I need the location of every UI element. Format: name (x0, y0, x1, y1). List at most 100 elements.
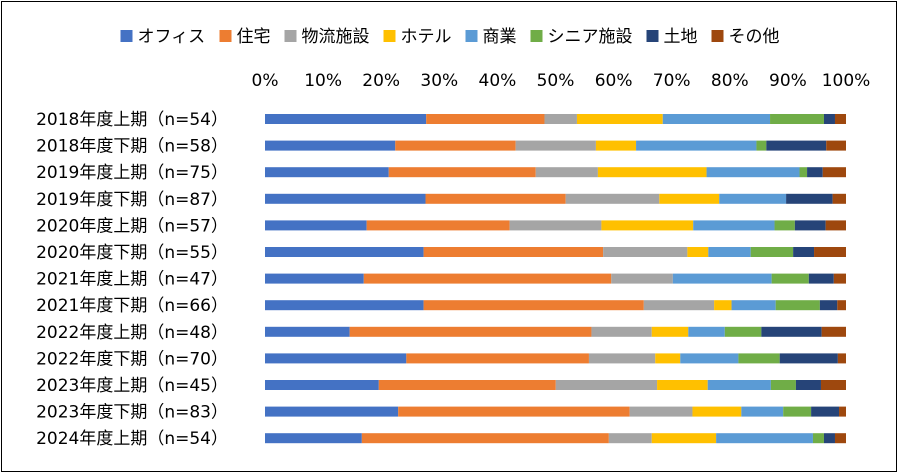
legend-swatch-4 (383, 30, 396, 42)
x-tick-label: 70% (653, 71, 691, 91)
x-tick-label: 0% (252, 71, 279, 91)
bar-segment (687, 247, 709, 257)
bar-segment (265, 433, 362, 444)
bar-segment (741, 406, 784, 417)
bar-segment (265, 406, 399, 417)
bar-segment (786, 193, 833, 204)
bar-segment (601, 220, 694, 231)
bar-segment (515, 140, 596, 151)
x-tick-label: 10% (304, 71, 342, 91)
bar-segment (766, 140, 827, 151)
bar-segment (608, 433, 652, 444)
bar-segment (812, 433, 824, 444)
bar-segment (265, 353, 407, 364)
legend-label-1: オフィス (138, 27, 206, 47)
bar-segment (708, 247, 751, 257)
bar-segment (837, 300, 846, 311)
bar-segment (636, 140, 757, 151)
bar-segment (265, 247, 424, 257)
x-tick-label: 60% (595, 71, 633, 91)
x-tick-label: 100% (822, 71, 871, 91)
bar-segment (603, 247, 688, 257)
bar-segment (783, 406, 812, 417)
bar-segment (821, 326, 846, 337)
category-label: 2021年度下期（n=66） (36, 296, 228, 316)
bar-segment (651, 433, 717, 444)
bar-segment (544, 114, 577, 124)
category-label: 2019年度下期（n=87） (36, 190, 228, 210)
bar-segment (808, 273, 834, 284)
bar-segment (738, 353, 780, 364)
bar-segment (406, 353, 589, 364)
x-tick-label: 90% (769, 71, 807, 91)
bar-segment (839, 406, 846, 417)
bar-segment (819, 300, 838, 311)
x-tick-label: 20% (362, 71, 400, 91)
bar-segment (770, 380, 796, 390)
legend-swatch-5 (465, 30, 478, 42)
bar-segment (265, 167, 389, 178)
legend-swatch-8 (711, 30, 724, 42)
bar-segment (265, 220, 367, 231)
x-tick-label: 80% (711, 71, 749, 91)
bar-segment (655, 353, 681, 364)
bar-segment (423, 300, 644, 311)
bar-segment (771, 273, 809, 284)
bar-segment (565, 193, 660, 204)
bar-segment (680, 353, 739, 364)
legend-swatch-6 (530, 30, 543, 42)
legend-swatch-2 (219, 30, 232, 42)
legend-swatch-3 (284, 30, 297, 42)
bar-segment (823, 433, 835, 444)
bar-segment (378, 380, 556, 390)
bar-segment (629, 406, 693, 417)
x-tick-label: 50% (537, 71, 575, 91)
bar-segment (811, 406, 840, 417)
bar-segment (761, 326, 822, 337)
bar-segment (825, 220, 846, 231)
bar-segment (837, 353, 846, 364)
bar-segment (576, 114, 663, 124)
legend-label-5: 商業 (483, 27, 517, 47)
bar-segment (823, 114, 835, 124)
bar-segment (814, 247, 846, 257)
bar-segment (662, 114, 771, 124)
bar-segment (774, 220, 795, 231)
category-label: 2020年度下期（n=55） (36, 243, 228, 263)
bar-segment (707, 380, 771, 390)
legend-swatch-1 (120, 30, 133, 42)
bar-segment (688, 326, 725, 337)
bar-segment (509, 220, 602, 231)
category-label: 2019年度上期（n=75） (36, 163, 228, 183)
bar-segment (265, 380, 379, 390)
bar-segment (770, 114, 824, 124)
bar-segment (716, 433, 813, 444)
bar-segment (731, 300, 776, 311)
bar-segment (832, 193, 846, 204)
bar-segment (807, 167, 823, 178)
bar-segment (756, 140, 767, 151)
category-label: 2018年度上期（n=54） (36, 110, 228, 130)
bar-segment (719, 193, 787, 204)
bar-segment (714, 300, 732, 311)
bar-segment (591, 326, 652, 337)
bar-segment (820, 380, 846, 390)
category-label: 2020年度上期（n=57） (36, 216, 228, 236)
bar-segment (265, 114, 427, 124)
bar-segment (826, 140, 846, 151)
bar-segment (366, 220, 510, 231)
legend-label-4: ホテル (401, 27, 452, 47)
bar-segment (693, 220, 775, 231)
bar-segment (651, 326, 689, 337)
bar-segment (588, 353, 656, 364)
bar-segment (779, 353, 838, 364)
bar-segment (799, 167, 808, 178)
bar-segment (692, 406, 742, 417)
legend-label-2: 住宅 (237, 27, 271, 47)
x-tick-label: 40% (479, 71, 517, 91)
category-label: 2022年度下期（n=70） (36, 349, 228, 369)
bar-segment (398, 406, 630, 417)
bar-segment (657, 380, 708, 390)
category-label: 2021年度上期（n=47） (36, 270, 228, 290)
